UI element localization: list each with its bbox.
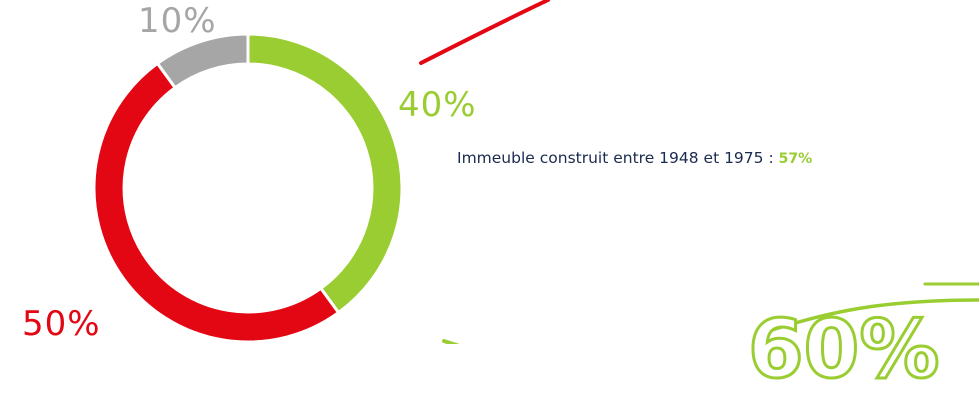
caption-value: 57% (778, 151, 813, 167)
donut-slice-green (246, 32, 404, 315)
donut-slice-red (92, 61, 341, 344)
green-bracket-curve (770, 298, 979, 332)
chart-canvas (92, 0, 979, 344)
slice-label-red: 50% (22, 304, 101, 344)
slice-label-gray: 10% (138, 1, 217, 41)
caption: Immeuble construit entre 1948 et 1975 : … (457, 149, 812, 167)
donut-slice-gray (155, 32, 250, 90)
slice-label-green: 40% (398, 85, 477, 125)
caption-text: Immeuble construit entre 1948 et 1975 : (457, 149, 779, 167)
red-connector-curve (419, 0, 550, 65)
cropped-percentage: 60% (746, 303, 940, 396)
donut-chart (92, 32, 404, 344)
